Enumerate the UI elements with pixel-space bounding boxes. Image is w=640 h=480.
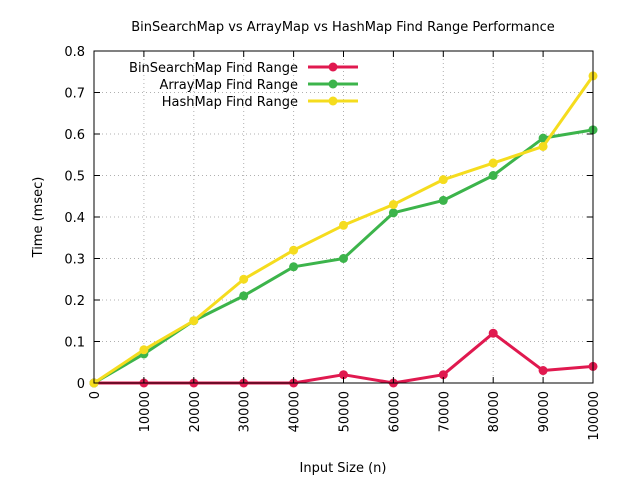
data-point <box>339 370 348 380</box>
y-tick-label: 0.4 <box>64 211 85 226</box>
series-group <box>89 125 598 388</box>
data-point <box>388 208 398 218</box>
x-tick-label: 40000 <box>288 391 303 432</box>
x-tick-label: 50000 <box>338 391 353 432</box>
data-point <box>239 291 249 301</box>
data-point <box>289 262 299 272</box>
x-tick-label: 90000 <box>537 391 552 432</box>
data-point <box>488 328 498 338</box>
y-tick-label: 0.7 <box>64 87 85 102</box>
chart-title: BinSearchMap vs ArrayMap vs HashMap Find… <box>131 20 555 35</box>
x-tick-label: 70000 <box>437 391 452 432</box>
legend-swatch-marker <box>328 62 338 72</box>
data-point <box>189 316 199 326</box>
data-point <box>438 195 448 205</box>
data-point <box>339 220 348 230</box>
y-tick-label: 0.3 <box>64 253 85 268</box>
series-layer <box>89 71 598 388</box>
data-point <box>538 141 548 151</box>
y-tick-label: 0.6 <box>64 128 85 143</box>
series-group <box>89 71 598 388</box>
x-tick-label: 80000 <box>487 391 502 432</box>
data-point <box>488 171 498 180</box>
x-tick-label: 60000 <box>387 391 402 432</box>
y-tick-label: 0.1 <box>64 336 85 351</box>
y-tick-label: 0.8 <box>64 45 85 60</box>
y-tick-label: 0.5 <box>64 170 85 185</box>
data-point <box>438 175 448 185</box>
legend-label: ArrayMap Find Range <box>159 78 298 93</box>
y-tick-label: 0.2 <box>64 294 85 309</box>
x-axis-label: Input Size (n) <box>300 461 387 476</box>
legend-label: BinSearchMap Find Range <box>129 61 298 76</box>
data-point <box>388 200 398 210</box>
y-axis-label: Time (msec) <box>31 177 46 259</box>
y-tick-label: 0 <box>77 377 85 392</box>
data-point <box>488 158 498 168</box>
legend-label: HashMap Find Range <box>162 95 298 110</box>
x-tick-label: 100000 <box>587 391 602 441</box>
x-tick-label: 30000 <box>238 391 253 432</box>
legend-swatch-marker <box>328 79 338 89</box>
data-point <box>239 274 249 284</box>
x-tick-label: 20000 <box>188 391 203 432</box>
x-tick-label: 0 <box>88 391 103 399</box>
data-point <box>538 366 548 376</box>
data-point <box>438 370 448 380</box>
data-point <box>339 254 348 263</box>
legend: BinSearchMap Find Range ArrayMap Find Ran… <box>129 61 358 110</box>
x-tick-label: 10000 <box>138 391 153 432</box>
data-point <box>139 345 149 355</box>
data-point <box>538 133 548 143</box>
ticks: 0 0.1 0.2 0.3 0.4 0.5 0.6 0.7 0.8 0 10000 20000 3000… <box>64 45 602 441</box>
data-point <box>289 245 299 255</box>
grid <box>94 51 593 383</box>
legend-swatch-marker <box>328 96 338 106</box>
